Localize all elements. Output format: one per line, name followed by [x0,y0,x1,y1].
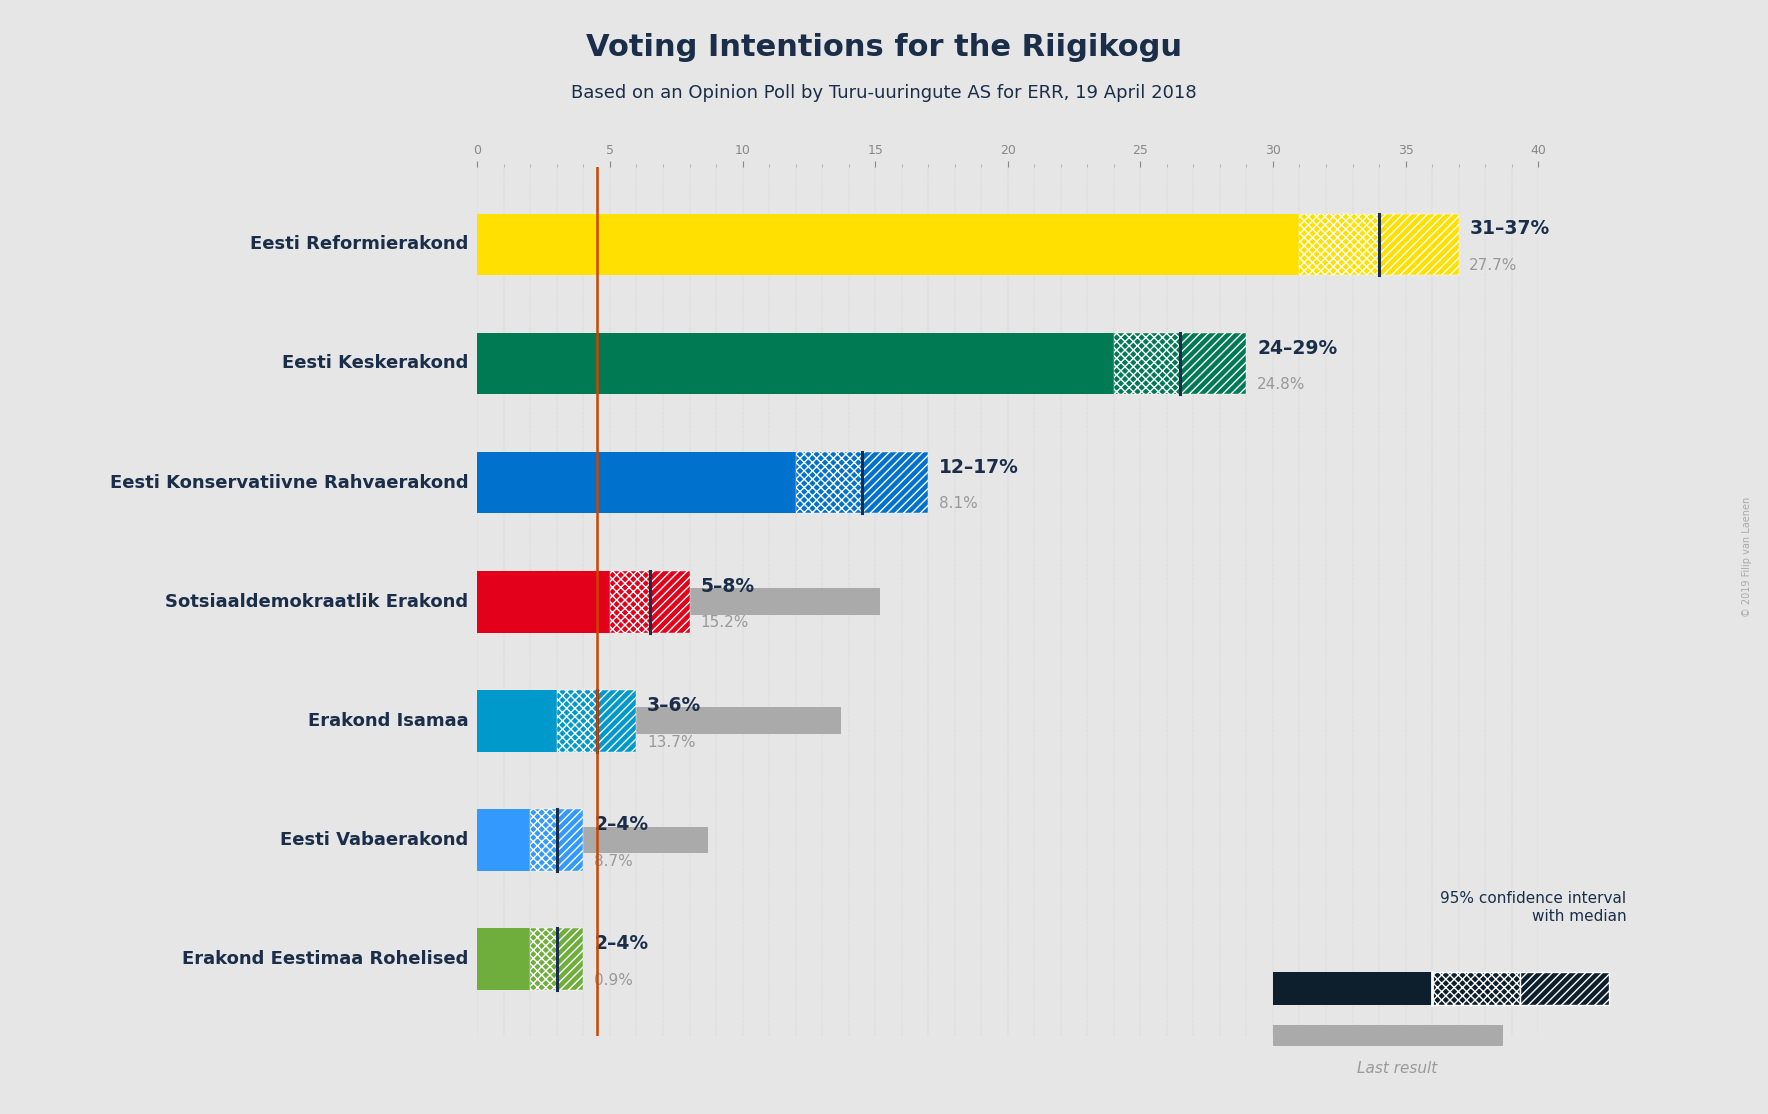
Bar [1299,214,1379,275]
Bar [477,451,796,514]
Text: Sotsiaaldemokraatlik Erakond: Sotsiaaldemokraatlik Erakond [166,593,469,610]
Text: 95% confidence interval
with median: 95% confidence interval with median [1441,891,1627,924]
Text: Based on an Opinion Poll by Turu-uuringute AS for ERR, 19 April 2018: Based on an Opinion Poll by Turu-uuringu… [571,84,1197,101]
Bar [557,928,583,989]
Bar [477,232,1213,257]
Text: 0.9%: 0.9% [594,973,633,988]
Text: Eesti Konservatiivne Rahvaerakond: Eesti Konservatiivne Rahvaerakond [110,473,469,491]
Bar [598,690,636,752]
Bar [477,588,880,615]
Text: 27.7%: 27.7% [1469,258,1517,273]
Bar [477,809,530,870]
Bar [530,809,557,870]
Bar [557,809,583,870]
Text: Eesti Vabaerakond: Eesti Vabaerakond [281,831,469,849]
Bar [477,946,502,971]
Bar [477,214,1299,275]
Text: 8.7%: 8.7% [594,853,633,869]
Text: 2–4%: 2–4% [594,814,649,833]
Bar [1273,1025,1503,1046]
Text: 13.7%: 13.7% [647,734,695,750]
Text: 12–17%: 12–17% [939,458,1018,477]
Bar [1114,333,1181,394]
Text: Erakond Isamaa: Erakond Isamaa [308,712,469,730]
Text: 5–8%: 5–8% [700,577,755,596]
Bar [610,570,651,633]
Text: 8.1%: 8.1% [939,497,978,511]
Bar [477,570,610,633]
Text: Voting Intentions for the Riigikogu: Voting Intentions for the Riigikogu [585,33,1183,62]
Bar [477,690,557,752]
Bar [1273,973,1432,1005]
Text: 24–29%: 24–29% [1257,339,1337,358]
Text: Last result: Last result [1356,1061,1437,1076]
Text: 31–37%: 31–37% [1469,219,1549,238]
Bar [477,827,709,852]
Text: Eesti Keskerakond: Eesti Keskerakond [283,354,469,372]
Bar [1181,333,1246,394]
Text: 24.8%: 24.8% [1257,378,1305,392]
Text: Erakond Eestimaa Rohelised: Erakond Eestimaa Rohelised [182,949,469,968]
Bar [477,333,1114,394]
Bar [477,928,530,989]
Bar [1520,973,1609,1005]
Bar [530,928,557,989]
Bar [863,451,928,514]
Bar [1432,973,1520,1005]
Text: © 2019 Filip van Laenen: © 2019 Filip van Laenen [1741,497,1752,617]
Text: 15.2%: 15.2% [700,616,748,631]
Bar [1379,214,1459,275]
Bar [651,570,690,633]
Text: 3–6%: 3–6% [647,695,702,714]
Bar [477,469,693,496]
Bar [477,351,1135,377]
Bar [477,707,842,734]
Text: 2–4%: 2–4% [594,934,649,952]
Bar [796,451,863,514]
Bar [557,690,598,752]
Text: Eesti Reformierakond: Eesti Reformierakond [249,235,469,254]
